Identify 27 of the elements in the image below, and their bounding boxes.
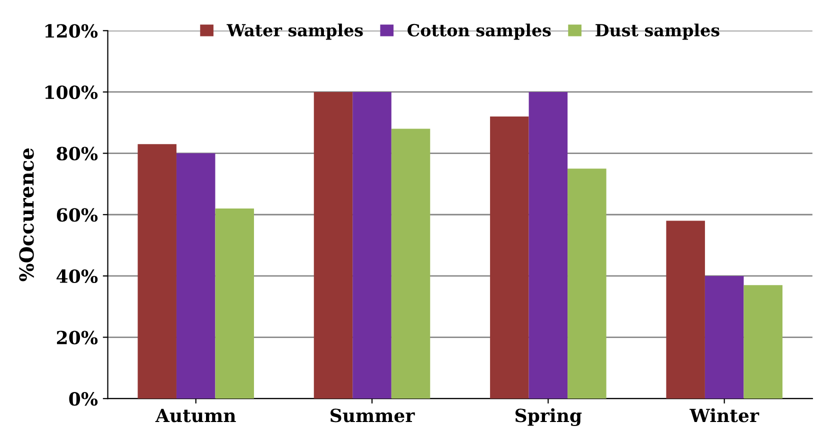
bar [490,116,529,399]
bar [666,220,705,399]
bar [568,168,606,399]
bar [391,128,430,399]
x-tick-label: Winter [690,408,760,422]
bar [744,285,782,399]
bar [215,208,254,399]
legend-label: Cotton samples [408,24,551,40]
legend-label: Water samples [226,24,363,40]
bar [704,276,744,399]
y-tick-label: 120% [45,24,98,38]
legend-label: Dust samples [596,24,720,40]
x-tick-label: Autumn [155,408,236,422]
y-tick-label: 40% [56,269,98,284]
bar [352,92,392,399]
x-tick-label: Summer [330,408,415,422]
x-tick-label: Spring [515,408,582,426]
y-tick-label: 80% [56,146,98,160]
bar [528,92,568,399]
y-axis-title: %Occurence [19,148,34,282]
y-tick-label: 60% [56,208,98,222]
y-tick-label: 0% [69,392,98,406]
bar [314,92,353,399]
y-tick-label: 100% [45,85,98,100]
y-tick-label: 20% [56,330,98,344]
bar [138,144,176,399]
bar [176,153,216,399]
